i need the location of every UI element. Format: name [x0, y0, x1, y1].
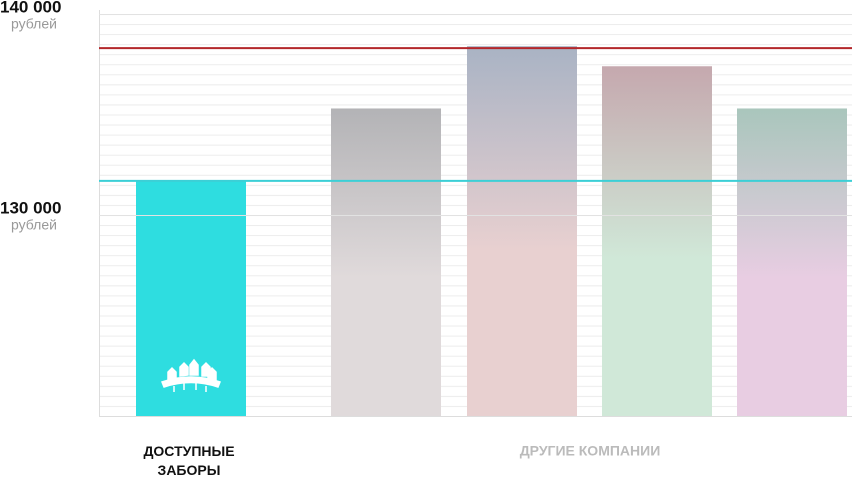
logo-part: [167, 366, 177, 381]
bar: [602, 66, 712, 416]
bar: [331, 108, 441, 416]
y-tick-label: 130 000: [0, 198, 61, 217]
bar: [737, 108, 847, 416]
logo: [161, 358, 221, 392]
bar: [467, 46, 577, 416]
logo-part: [207, 366, 217, 381]
y-tick-label: 140 000: [0, 0, 61, 16]
group-label: ДРУГИЕ КОМПАНИИ: [520, 443, 661, 459]
logo-part: [179, 361, 189, 377]
logo-part: [189, 358, 199, 376]
y-tick-unit: рублей: [11, 217, 57, 233]
x-tick-label: ДОСТУПНЫЕ ЗАБОРЫ: [143, 443, 234, 477]
y-tick-unit: рублей: [11, 16, 57, 32]
logo-part: [173, 383, 207, 392]
